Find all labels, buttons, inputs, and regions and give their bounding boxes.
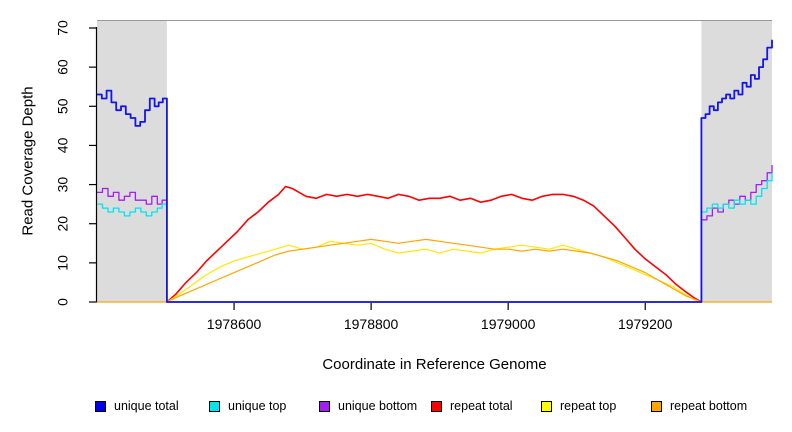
legend-label: unique bottom [338, 399, 418, 413]
series-unique-total [97, 39, 773, 303]
legend-swatch-icon [541, 400, 552, 412]
legend-swatch-icon [431, 400, 442, 412]
series-unique-bottom [97, 165, 773, 303]
legend-item-unique-bottom: unique bottom [319, 398, 417, 414]
legend-item-repeat-bottom: repeat bottom [651, 398, 747, 414]
y-tick-label: 30 [55, 177, 71, 193]
x-tick-label: 1978800 [344, 316, 399, 332]
legend-swatch-icon [95, 400, 106, 412]
legend-label: unique top [228, 399, 287, 413]
y-tick-label: 10 [55, 255, 71, 271]
legend-label: repeat total [450, 399, 513, 413]
right-masked-region [701, 20, 772, 302]
legend-item-repeat-top: repeat top [541, 398, 616, 414]
x-tick-label: 1978600 [207, 316, 262, 332]
legend-swatch-icon [651, 400, 662, 412]
series-repeat-top [166, 240, 702, 303]
y-tick-label: 0 [55, 298, 71, 306]
left-masked-region [97, 20, 167, 302]
legend-item-unique-top: unique top [209, 398, 286, 414]
y-tick-label: 50 [55, 98, 71, 114]
series-repeat-total [166, 185, 702, 303]
coverage-chart: 0 10 20 30 40 50 60 70 1978600 1978800 1979000 1979… [55, 20, 773, 332]
x-tick-label: 1979000 [481, 316, 536, 332]
series-repeat-bottom [97, 238, 772, 303]
y-axis-title: Read Coverage Depth [19, 86, 37, 236]
legend-item-unique-total: unique total [95, 398, 179, 414]
legend-label: repeat bottom [670, 399, 748, 413]
y-tick-label: 60 [55, 59, 71, 75]
legend-item-repeat-total: repeat total [431, 398, 513, 414]
legend-label: unique total [114, 399, 179, 413]
x-tick-label: 1979200 [618, 316, 673, 332]
x-axis-title: Coordinate in Reference Genome [322, 356, 547, 373]
y-tick-label: 20 [55, 216, 71, 232]
legend-label: repeat top [560, 399, 617, 413]
legend-swatch-icon [209, 400, 220, 412]
legend-swatch-icon [319, 400, 330, 412]
legend: unique total unique top unique bottom repea… [0, 398, 792, 420]
y-tick-label: 70 [55, 20, 71, 36]
series-unique-top [97, 172, 773, 303]
y-tick-label: 40 [55, 137, 71, 153]
